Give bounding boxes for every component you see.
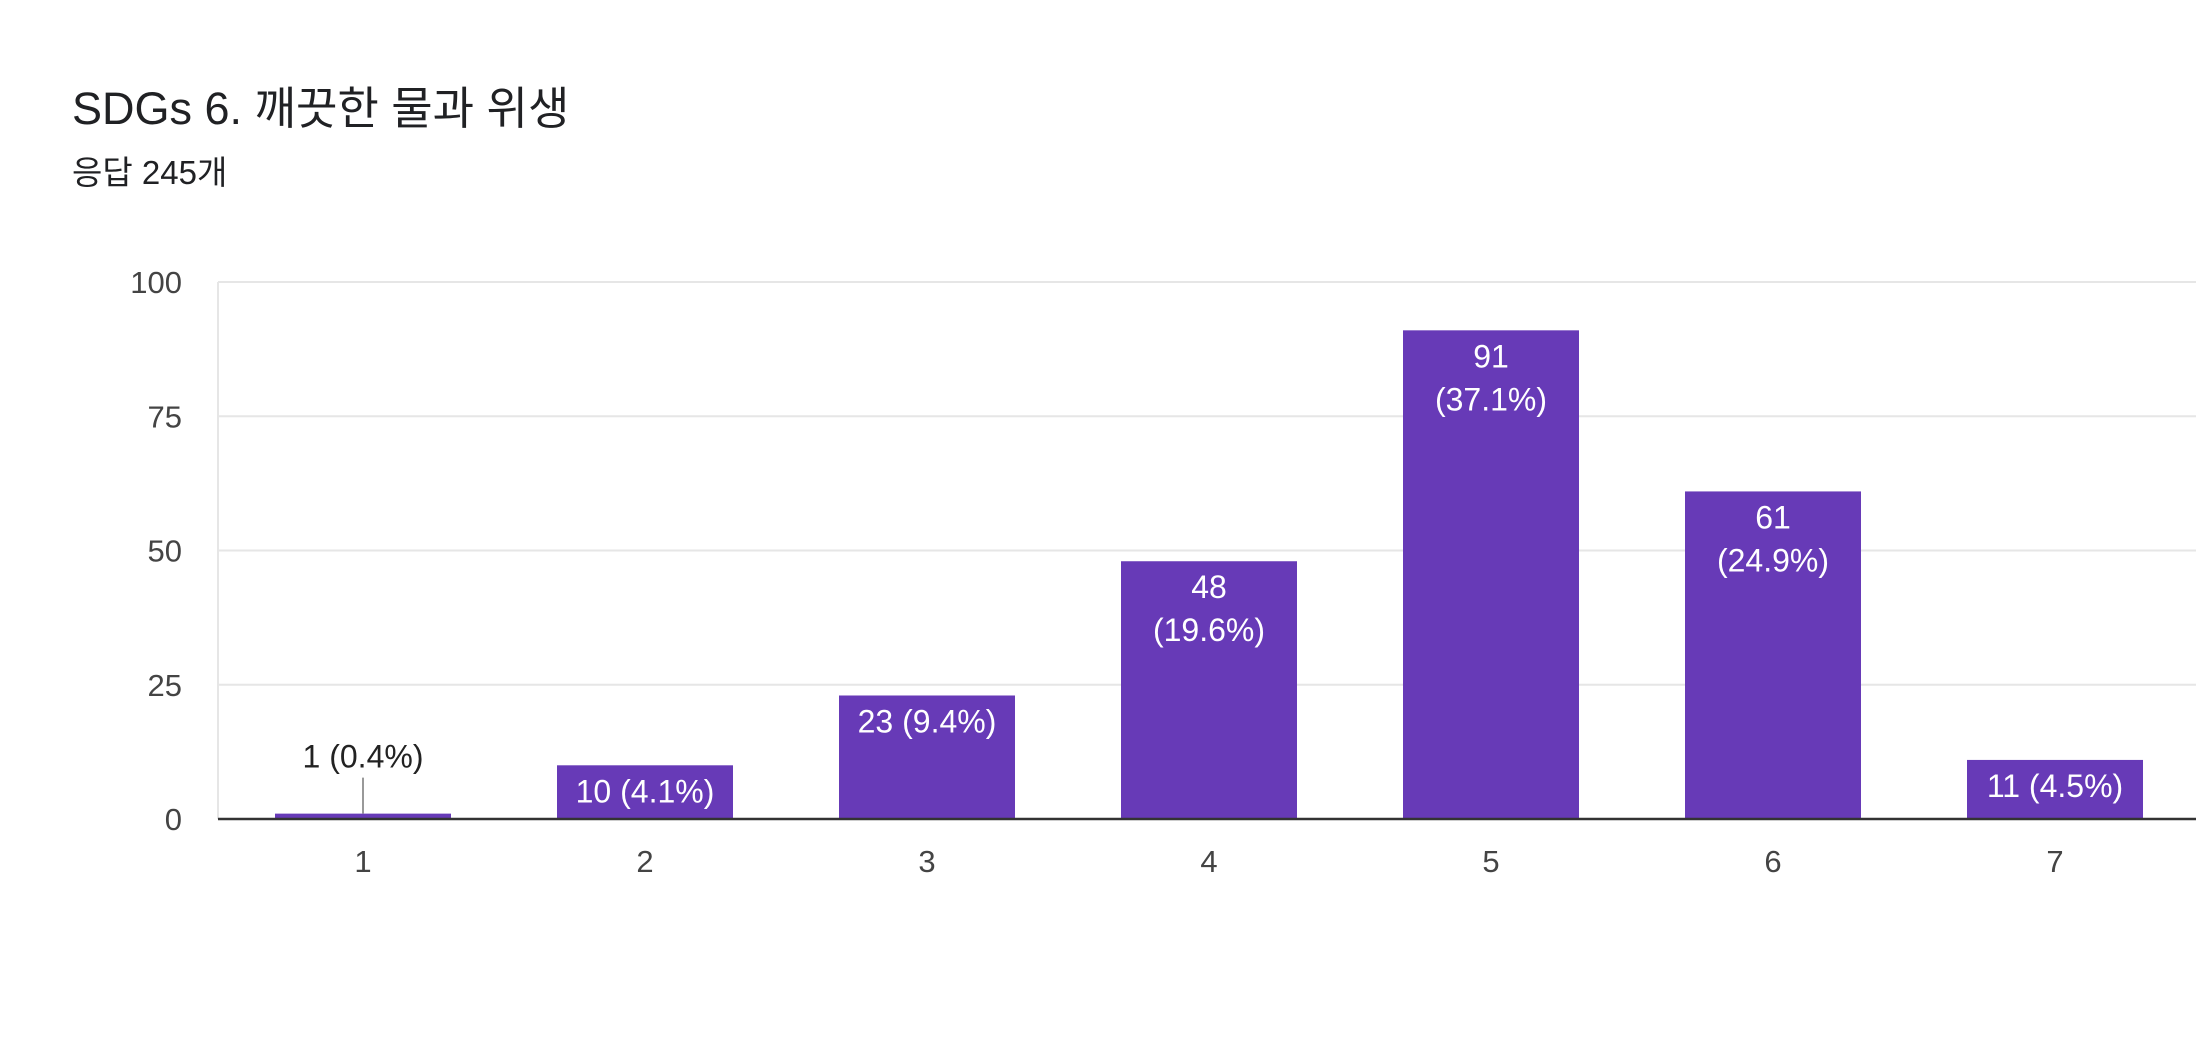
x-tick-label: 4 — [1200, 844, 1217, 879]
y-tick-label: 50 — [148, 534, 182, 569]
data-label: 10 (4.1%) — [576, 773, 715, 809]
bar — [557, 765, 733, 819]
data-label: 23 (9.4%) — [858, 703, 997, 739]
chart-title: SDGs 6. 깨끗한 물과 위생 — [72, 83, 570, 134]
y-tick-label: 0 — [165, 802, 182, 837]
bar — [275, 813, 451, 819]
data-label: (24.9%) — [1717, 542, 1829, 578]
y-tick-label: 100 — [130, 265, 182, 300]
data-label: 11 (4.5%) — [1987, 768, 2123, 804]
data-label: (37.1%) — [1435, 381, 1547, 417]
bar — [1967, 759, 2143, 819]
bar — [839, 695, 1015, 819]
y-tick-label: 75 — [148, 399, 182, 434]
x-tick-label: 2 — [636, 844, 653, 879]
bar — [1685, 491, 1861, 819]
data-label: (19.6%) — [1153, 612, 1265, 648]
data-label: 1 (0.4%) — [303, 739, 424, 775]
data-label: 61 — [1755, 499, 1791, 535]
bar — [1121, 561, 1297, 819]
x-tick-label: 3 — [918, 844, 935, 879]
response-count: 응답 245개 — [72, 154, 228, 191]
y-tick-label: 25 — [148, 668, 182, 703]
x-tick-label: 6 — [1764, 844, 1781, 879]
x-tick-label: 1 — [354, 844, 371, 879]
x-tick-label: 7 — [2046, 844, 2063, 879]
data-label: 91 — [1473, 338, 1509, 374]
bar — [1403, 330, 1579, 819]
data-label: 48 — [1191, 569, 1227, 605]
x-tick-label: 5 — [1482, 844, 1499, 879]
